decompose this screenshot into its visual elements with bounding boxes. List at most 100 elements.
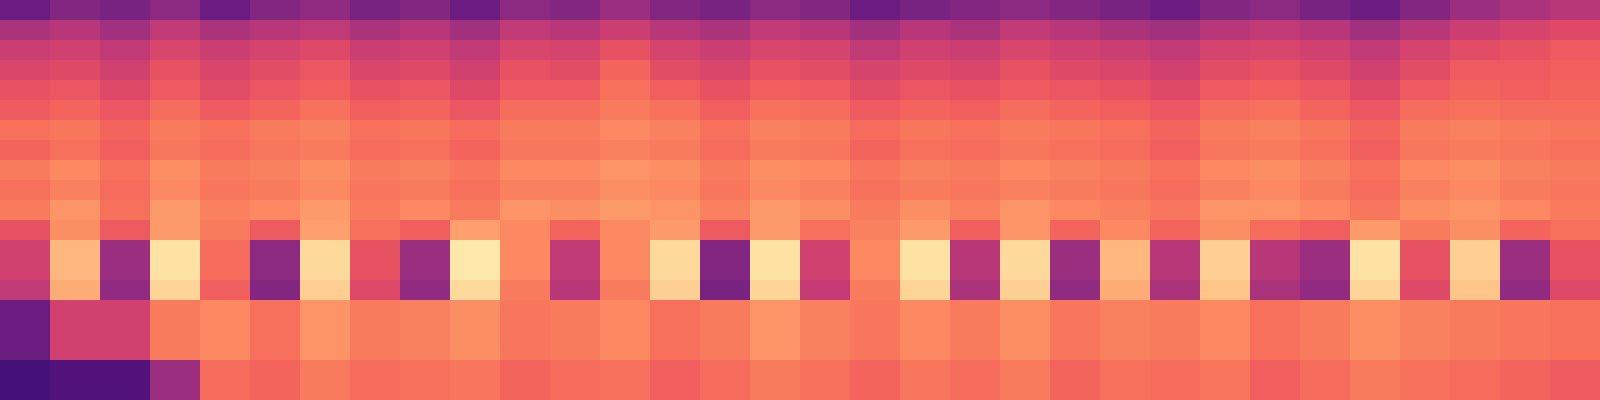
heatmap-cell bbox=[1350, 160, 1401, 181]
heatmap-cell bbox=[600, 360, 651, 381]
heatmap-cell bbox=[750, 60, 801, 81]
heatmap-cell bbox=[500, 240, 551, 261]
heatmap-cell bbox=[950, 200, 1001, 221]
heatmap-cell bbox=[850, 0, 901, 21]
heatmap-cell bbox=[850, 120, 901, 141]
heatmap-cell bbox=[700, 40, 751, 61]
heatmap-cell bbox=[100, 240, 151, 261]
heatmap-cell bbox=[750, 160, 801, 181]
heatmap-cell bbox=[1400, 380, 1451, 400]
heatmap-cell bbox=[700, 20, 751, 41]
heatmap-cell bbox=[1150, 120, 1201, 141]
heatmap-cell bbox=[750, 280, 801, 301]
heatmap-cell bbox=[1100, 220, 1151, 241]
heatmap-cell bbox=[800, 80, 851, 101]
heatmap-cell bbox=[0, 200, 51, 221]
heatmap-cell bbox=[650, 0, 701, 21]
heatmap-cell bbox=[300, 0, 351, 21]
heatmap-cell bbox=[1450, 240, 1501, 261]
heatmap-cell bbox=[950, 0, 1001, 21]
heatmap-cell bbox=[950, 320, 1001, 341]
heatmap-cell bbox=[550, 320, 601, 341]
heatmap-cell bbox=[50, 240, 101, 261]
heatmap-cell bbox=[1500, 60, 1551, 81]
heatmap-cell bbox=[1350, 20, 1401, 41]
heatmap-cell bbox=[1350, 100, 1401, 121]
heatmap-cell bbox=[600, 240, 651, 261]
heatmap-cell bbox=[1550, 300, 1600, 321]
heatmap-cell bbox=[1000, 320, 1051, 341]
heatmap-cell bbox=[1550, 320, 1600, 341]
heatmap-cell bbox=[800, 20, 851, 41]
heatmap-cell bbox=[700, 360, 751, 381]
heatmap-cell bbox=[650, 360, 701, 381]
heatmap-cell bbox=[1000, 220, 1051, 241]
heatmap-cell bbox=[700, 80, 751, 101]
heatmap-cell bbox=[900, 260, 951, 281]
heatmap-cell bbox=[1000, 380, 1051, 400]
heatmap-cell bbox=[400, 120, 451, 141]
heatmap-cell bbox=[950, 380, 1001, 400]
heatmap-cell bbox=[1100, 140, 1151, 161]
heatmap-cell bbox=[150, 180, 201, 201]
heatmap-cell bbox=[1100, 180, 1151, 201]
heatmap-cell bbox=[1350, 200, 1401, 221]
heatmap-cell bbox=[750, 320, 801, 341]
heatmap-cell bbox=[1400, 200, 1451, 221]
heatmap-cell bbox=[0, 140, 51, 161]
heatmap-cell bbox=[200, 320, 251, 341]
heatmap-cell bbox=[1350, 140, 1401, 161]
heatmap-cell bbox=[900, 0, 951, 21]
heatmap-cell bbox=[1400, 240, 1451, 261]
heatmap-cell bbox=[400, 100, 451, 121]
heatmap-cell bbox=[1150, 40, 1201, 61]
heatmap-cell bbox=[150, 80, 201, 101]
heatmap-cell bbox=[850, 80, 901, 101]
heatmap-cell bbox=[650, 280, 701, 301]
heatmap-cell bbox=[1200, 40, 1251, 61]
heatmap-cell bbox=[1050, 340, 1101, 361]
heatmap-cell bbox=[350, 200, 401, 221]
heatmap-cell bbox=[150, 100, 201, 121]
heatmap-cell bbox=[850, 20, 901, 41]
heatmap-cell bbox=[100, 280, 151, 301]
heatmap-cell bbox=[550, 120, 601, 141]
heatmap-cell bbox=[0, 280, 51, 301]
heatmap-cell bbox=[200, 80, 251, 101]
heatmap-cell bbox=[1100, 320, 1151, 341]
heatmap-cell bbox=[1450, 360, 1501, 381]
heatmap-cell bbox=[150, 240, 201, 261]
heatmap-cell bbox=[1200, 360, 1251, 381]
heatmap-cell bbox=[250, 260, 301, 281]
heatmap-cell bbox=[550, 40, 601, 61]
heatmap-cell bbox=[0, 300, 51, 321]
heatmap-cell bbox=[1500, 260, 1551, 281]
heatmap-cell bbox=[1250, 60, 1301, 81]
heatmap-cell bbox=[1400, 140, 1451, 161]
heatmap-cell bbox=[1000, 200, 1051, 221]
heatmap-cell bbox=[150, 160, 201, 181]
heatmap-cell bbox=[1000, 240, 1051, 261]
heatmap-cell bbox=[650, 340, 701, 361]
heatmap-cell bbox=[1400, 80, 1451, 101]
heatmap-cell bbox=[350, 80, 401, 101]
heatmap-cell bbox=[1250, 120, 1301, 141]
heatmap-cell bbox=[1050, 120, 1101, 141]
heatmap-cell bbox=[150, 280, 201, 301]
heatmap-cell bbox=[500, 0, 551, 21]
heatmap-cell bbox=[950, 340, 1001, 361]
heatmap-cell bbox=[700, 120, 751, 141]
heatmap-cell bbox=[100, 140, 151, 161]
heatmap-cell bbox=[350, 160, 401, 181]
heatmap-cell bbox=[900, 200, 951, 221]
heatmap-cell bbox=[700, 180, 751, 201]
heatmap-cell bbox=[400, 180, 451, 201]
heatmap-cell bbox=[100, 40, 151, 61]
heatmap-cell bbox=[300, 200, 351, 221]
heatmap-cell bbox=[1150, 360, 1201, 381]
heatmap-cell bbox=[750, 220, 801, 241]
heatmap-cell bbox=[650, 180, 701, 201]
heatmap-cell bbox=[1150, 260, 1201, 281]
heatmap-cell bbox=[450, 200, 501, 221]
heatmap-cell bbox=[50, 20, 101, 41]
